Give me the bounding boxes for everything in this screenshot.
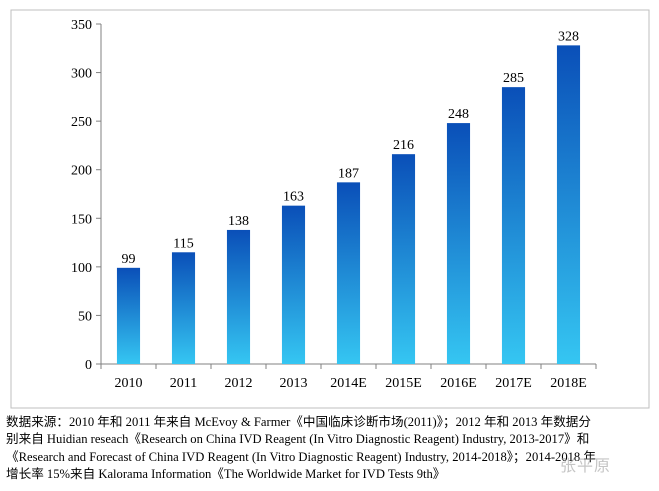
x-tick-label: 2018E (550, 376, 587, 391)
x-tick-label: 2015E (385, 376, 422, 391)
data-label: 138 (228, 214, 249, 229)
x-tick-label: 2011 (170, 376, 197, 391)
bar (391, 154, 416, 364)
y-tick-label: 150 (71, 212, 92, 227)
x-tick-label: 2014E (330, 376, 367, 391)
footnote-line: 别来自 Huidian reseach《Research on China IV… (6, 432, 590, 447)
x-tick-label: 2010 (115, 376, 143, 391)
bar (556, 45, 581, 364)
watermark: 张平原 (560, 456, 612, 475)
bar-chart: 0 50 100 150 200 250 300 350 2010 2011 2012 2013 201… (10, 9, 650, 409)
source-footnote: 数据来源：2010 年和 2011 年来自 McEvoy & Farmer《中国… (6, 414, 656, 483)
bar (116, 267, 141, 364)
footnote-line: 《Research and Forecast of China IVD Reag… (6, 449, 596, 464)
x-tick-label: 2013 (280, 376, 308, 391)
bar (226, 229, 251, 364)
data-label: 285 (503, 71, 524, 86)
x-tick-label: 2016E (440, 376, 477, 391)
bars (116, 45, 581, 365)
y-tick-label: 0 (85, 358, 92, 373)
x-tick-label: 2012 (225, 376, 253, 391)
data-label: 216 (393, 138, 414, 153)
data-label: 115 (173, 236, 193, 251)
data-label: 99 (122, 252, 136, 267)
bar (501, 87, 526, 365)
data-label: 163 (283, 190, 304, 205)
bar (171, 252, 196, 364)
y-tick-label: 200 (71, 164, 92, 179)
x-tick-label: 2017E (495, 376, 532, 391)
y-tick-label: 350 (71, 18, 92, 33)
footnote-line: 增长率 15%来自 Kalorama Information《The World… (6, 466, 446, 481)
data-label: 248 (448, 107, 469, 122)
bar (281, 205, 306, 364)
y-tick-label: 300 (71, 67, 92, 82)
bar (336, 182, 361, 364)
y-tick-label: 50 (78, 309, 92, 324)
plot-frame (10, 9, 650, 409)
data-label: 328 (558, 29, 579, 44)
data-label: 187 (338, 166, 359, 181)
y-tick-label: 100 (71, 261, 92, 276)
bar (446, 123, 471, 364)
y-tick-label: 250 (71, 115, 92, 130)
footnote-line: 数据来源：2010 年和 2011 年来自 McEvoy & Farmer《中国… (6, 415, 591, 429)
data-labels: 99 115 138 163 187 216 248 285 328 (122, 29, 580, 266)
